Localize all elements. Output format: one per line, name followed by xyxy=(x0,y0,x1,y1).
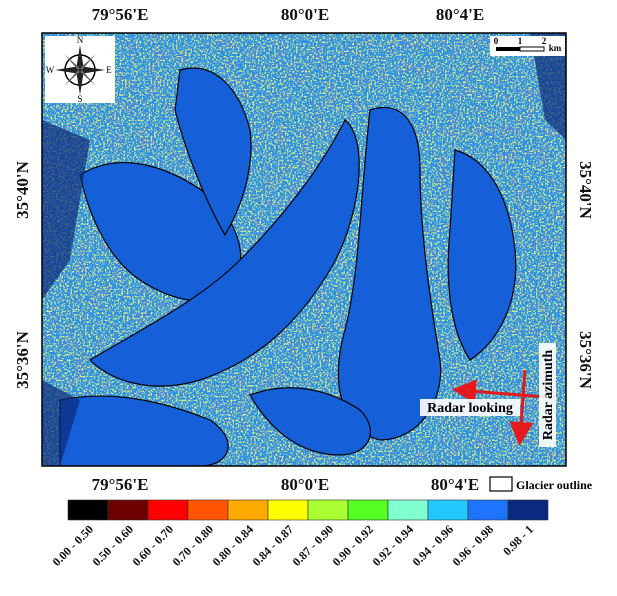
scale-unit: km xyxy=(549,43,562,53)
compass-n: N xyxy=(77,35,84,45)
legend-label: 0.60 - 0.70 xyxy=(129,522,176,569)
legend-swatch xyxy=(508,500,548,520)
outline-label: Glacier outline xyxy=(516,478,593,492)
legend-swatch xyxy=(68,500,108,520)
left-label: 35°36'N xyxy=(13,330,32,389)
legend-label: 0.84 - 0.87 xyxy=(249,522,296,569)
legend-label: 0.50 - 0.60 xyxy=(89,522,136,569)
scale-tick: 2 xyxy=(542,36,547,46)
bottom-label: 80°0'E xyxy=(281,475,329,494)
bottom-label: 79°56'E xyxy=(92,475,149,494)
left-label: 35°40'N xyxy=(13,160,32,219)
legend-swatch xyxy=(148,500,188,520)
legend-swatch xyxy=(268,500,308,520)
legend-swatch xyxy=(348,500,388,520)
bottom-label: 80°4'E xyxy=(431,475,479,494)
legend-label: 0.94 - 0.96 xyxy=(409,522,456,569)
scale-tick: 1 xyxy=(518,36,523,46)
legend-label: 0.92 - 0.94 xyxy=(369,522,416,569)
legend-label: 0.80 - 0.84 xyxy=(209,522,256,569)
radar-azimuth: Radar azimuth xyxy=(541,350,556,441)
scale-tick: 0 xyxy=(494,36,499,46)
color-legend: 0.00 - 0.500.50 - 0.600.60 - 0.700.70 - … xyxy=(49,500,548,569)
scale-bar: 0 1 2 km xyxy=(490,36,565,56)
legend-label: 0.96 - 0.98 xyxy=(449,522,496,569)
radar-looking: Radar looking xyxy=(427,401,513,416)
legend-swatch xyxy=(388,500,428,520)
compass: N E S W xyxy=(45,35,115,104)
legend-swatch xyxy=(308,500,348,520)
top-label: 79°56'E xyxy=(92,5,149,24)
outline-swatch xyxy=(490,477,512,491)
legend-swatch xyxy=(428,500,468,520)
right-label: 35°40'N xyxy=(576,161,595,220)
map-figure: N E S W 0 1 2 km Radar looking Radar azi… xyxy=(0,0,617,596)
legend-swatch xyxy=(468,500,508,520)
legend-label: 0.98 - 1 xyxy=(500,522,536,558)
top-label: 80°0'E xyxy=(281,5,329,24)
top-label: 80°4'E xyxy=(436,5,484,24)
legend-label: 0.90 - 0.92 xyxy=(329,522,376,569)
legend-label: 0.70 - 0.80 xyxy=(169,522,216,569)
compass-s: S xyxy=(77,94,82,104)
legend-label: 0.87 - 0.90 xyxy=(289,522,336,569)
compass-e: E xyxy=(106,65,112,75)
legend-swatch xyxy=(188,500,228,520)
legend-label: 0.00 - 0.50 xyxy=(49,522,96,569)
right-label: 35°36'N xyxy=(576,331,595,390)
legend-swatch xyxy=(228,500,268,520)
compass-w: W xyxy=(46,65,55,75)
legend-swatch xyxy=(108,500,148,520)
